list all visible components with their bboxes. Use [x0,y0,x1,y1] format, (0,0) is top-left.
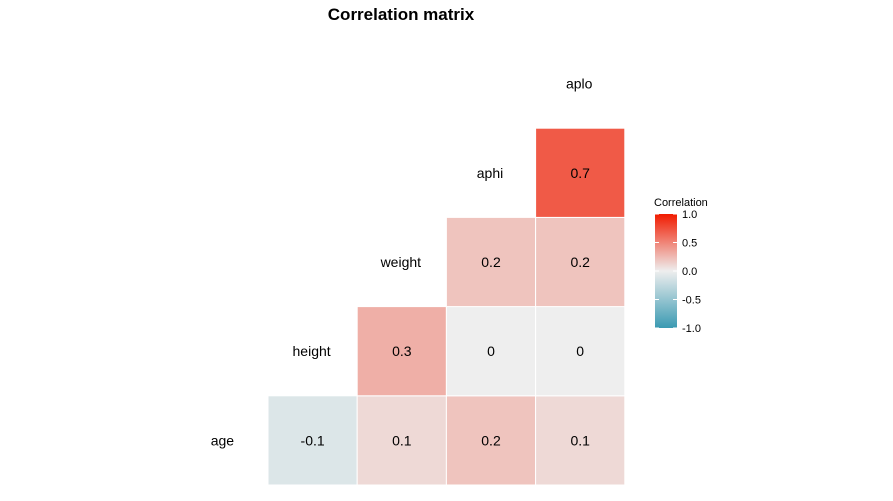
cell-value-label: 0.1 [392,432,412,448]
cell-value-label: 0.2 [481,432,501,448]
cell-value-label: 0.2 [570,254,590,270]
cell-value-label: 0 [576,343,584,359]
cell-value-label: 0.3 [392,343,412,359]
cell-value-label: -0.1 [301,432,325,448]
variable-label-aplo: aplo [566,76,593,92]
chart-title: Correlation matrix [327,5,475,24]
legend-title: Correlation [654,197,708,209]
cell-value-label: 0.1 [570,432,590,448]
legend-tick-label: -0.5 [682,295,701,307]
heatmap-cell-age-aplo [535,395,626,486]
heatmap-cell-weight-aphi [445,216,537,308]
cell-value-label: 0.2 [481,254,501,270]
heatmap-cell-weight-aplo [535,216,626,308]
legend-tick-label: -1.0 [682,323,701,335]
cell-value-label: 0 [487,343,495,359]
heatmap-cell-aphi-aplo [535,127,626,218]
legend-tick-label: 1.0 [682,209,697,221]
heatmap-cell-height-weight [356,306,447,397]
variable-label-weight: weight [380,254,422,270]
legend-tick-label: 0.5 [682,238,697,250]
heatmap-cell-height-aplo [535,306,626,397]
cell-value-label: 0.7 [570,165,590,181]
legend-colorbar [655,214,677,328]
heatmap-cell-height-aphi [445,306,537,397]
legend-tick-label: 0.0 [682,266,697,278]
heatmap-cell-age-weight [356,395,447,486]
variable-label-aphi: aphi [477,165,503,181]
variable-label-age: age [211,432,235,448]
variable-label-height: height [293,343,331,359]
